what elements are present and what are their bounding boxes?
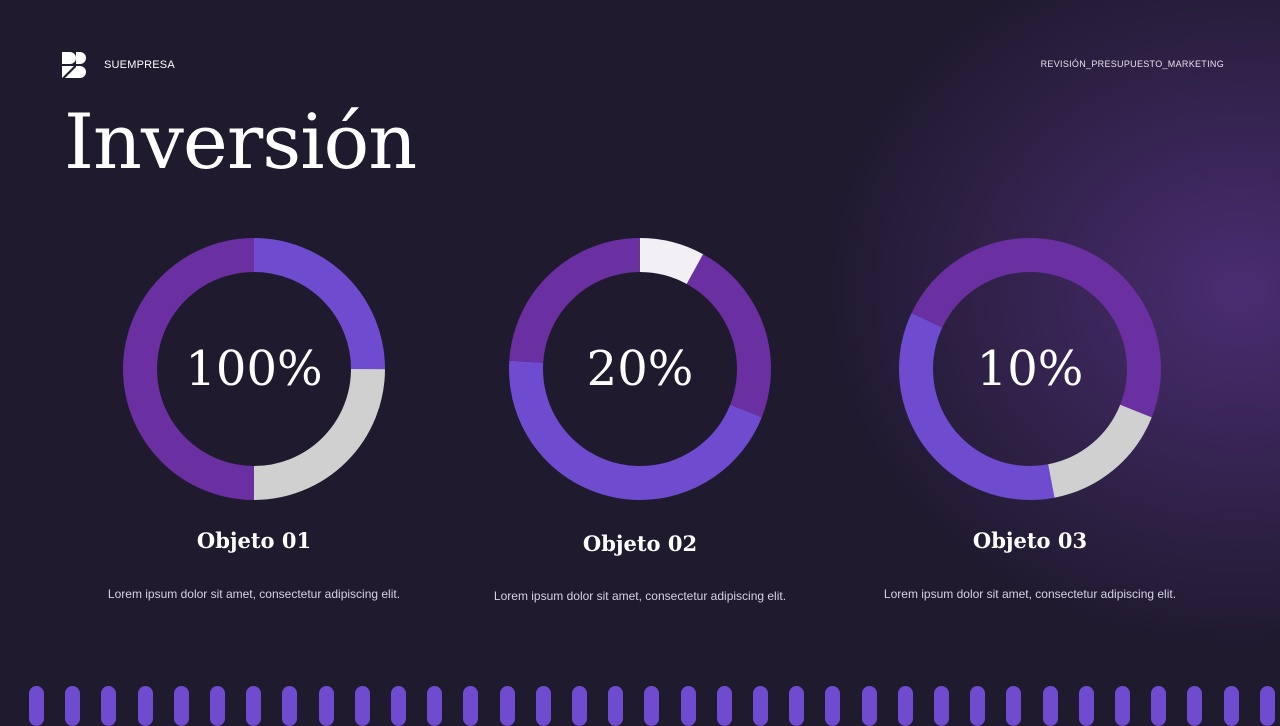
decorative-bar bbox=[318, 686, 334, 726]
decorative-bar bbox=[210, 686, 225, 726]
donut-chart-1: 100% bbox=[123, 238, 385, 500]
decorative-bar bbox=[282, 686, 298, 726]
decorative-bar bbox=[391, 686, 406, 726]
decorative-bar bbox=[680, 686, 696, 726]
brand-name: SUEMPRESA bbox=[104, 59, 175, 71]
donut-center-label-3: 10% bbox=[977, 341, 1084, 397]
decorative-bar bbox=[934, 686, 949, 726]
header: SUEMPRESA bbox=[62, 52, 175, 78]
object-title-3: Objeto 03 bbox=[972, 528, 1088, 553]
donut-2-segment-2 bbox=[509, 238, 771, 500]
decorative-bar bbox=[1006, 686, 1022, 726]
decorative-bar bbox=[29, 686, 44, 726]
donut-center-label-1: 100% bbox=[185, 341, 322, 397]
page-title: Inversión bbox=[64, 97, 417, 186]
decorative-bar bbox=[644, 686, 660, 726]
decorative-bar bbox=[1223, 686, 1239, 726]
rb-logo-icon bbox=[62, 52, 86, 78]
decorative-bar bbox=[137, 686, 153, 726]
donut-chart-3: 10% bbox=[899, 238, 1161, 500]
decorative-bar bbox=[861, 686, 877, 726]
decorative-bar bbox=[427, 686, 443, 726]
decorative-bar bbox=[246, 686, 262, 726]
decorative-bar bbox=[463, 686, 479, 726]
decorative-bar bbox=[897, 686, 913, 726]
decorative-bar bbox=[354, 686, 370, 726]
decorative-bar bbox=[970, 686, 986, 726]
decorative-bar bbox=[535, 686, 551, 726]
donut-3-segment-3 bbox=[899, 238, 1161, 500]
decorative-bar bbox=[1259, 686, 1275, 726]
decorative-bar bbox=[499, 686, 515, 726]
decorative-bar bbox=[608, 686, 624, 726]
decorative-bar bbox=[1042, 686, 1058, 726]
donut-2-segment-4 bbox=[509, 238, 771, 500]
decorative-bar bbox=[101, 686, 117, 726]
object-title-2: Objeto 02 bbox=[582, 531, 698, 556]
decorative-bars bbox=[0, 686, 1280, 726]
object-description-3: Lorem ipsum dolor sit amet, consectetur … bbox=[883, 587, 1177, 601]
decorative-bar bbox=[572, 686, 587, 726]
decorative-bar bbox=[173, 686, 189, 726]
decorative-bar bbox=[65, 686, 81, 726]
object-title-1: Objeto 01 bbox=[196, 528, 312, 553]
decorative-bar bbox=[825, 686, 841, 726]
object-description-2: Lorem ipsum dolor sit amet, consectetur … bbox=[493, 589, 787, 603]
chart-block-1: 100% Objeto 01 Lorem ipsum dolor sit ame… bbox=[84, 234, 424, 601]
donut-2-segment-3 bbox=[509, 238, 771, 500]
document-label: REVISIÓN_PRESUPUESTO_MARKETING bbox=[1040, 59, 1224, 69]
chart-block-3: 10% Objeto 03 Lorem ipsum dolor sit amet… bbox=[860, 234, 1200, 601]
decorative-bar bbox=[1151, 686, 1167, 726]
donut-3-segment-4 bbox=[899, 238, 1161, 500]
donut-chart-2: 20% bbox=[509, 238, 771, 500]
decorative-bar bbox=[789, 686, 805, 726]
decorative-bar bbox=[1187, 686, 1203, 726]
decorative-bar bbox=[716, 686, 732, 726]
chart-block-2: 20% Objeto 02 Lorem ipsum dolor sit amet… bbox=[470, 234, 810, 603]
decorative-bar bbox=[753, 686, 768, 726]
donut-1-segment-2 bbox=[123, 238, 385, 500]
decorative-bar bbox=[1078, 686, 1094, 726]
donut-1-segment-3 bbox=[123, 238, 385, 500]
decorative-bar bbox=[1115, 686, 1130, 726]
donut-center-label-2: 20% bbox=[587, 341, 694, 397]
object-description-1: Lorem ipsum dolor sit amet, consectetur … bbox=[107, 587, 401, 601]
